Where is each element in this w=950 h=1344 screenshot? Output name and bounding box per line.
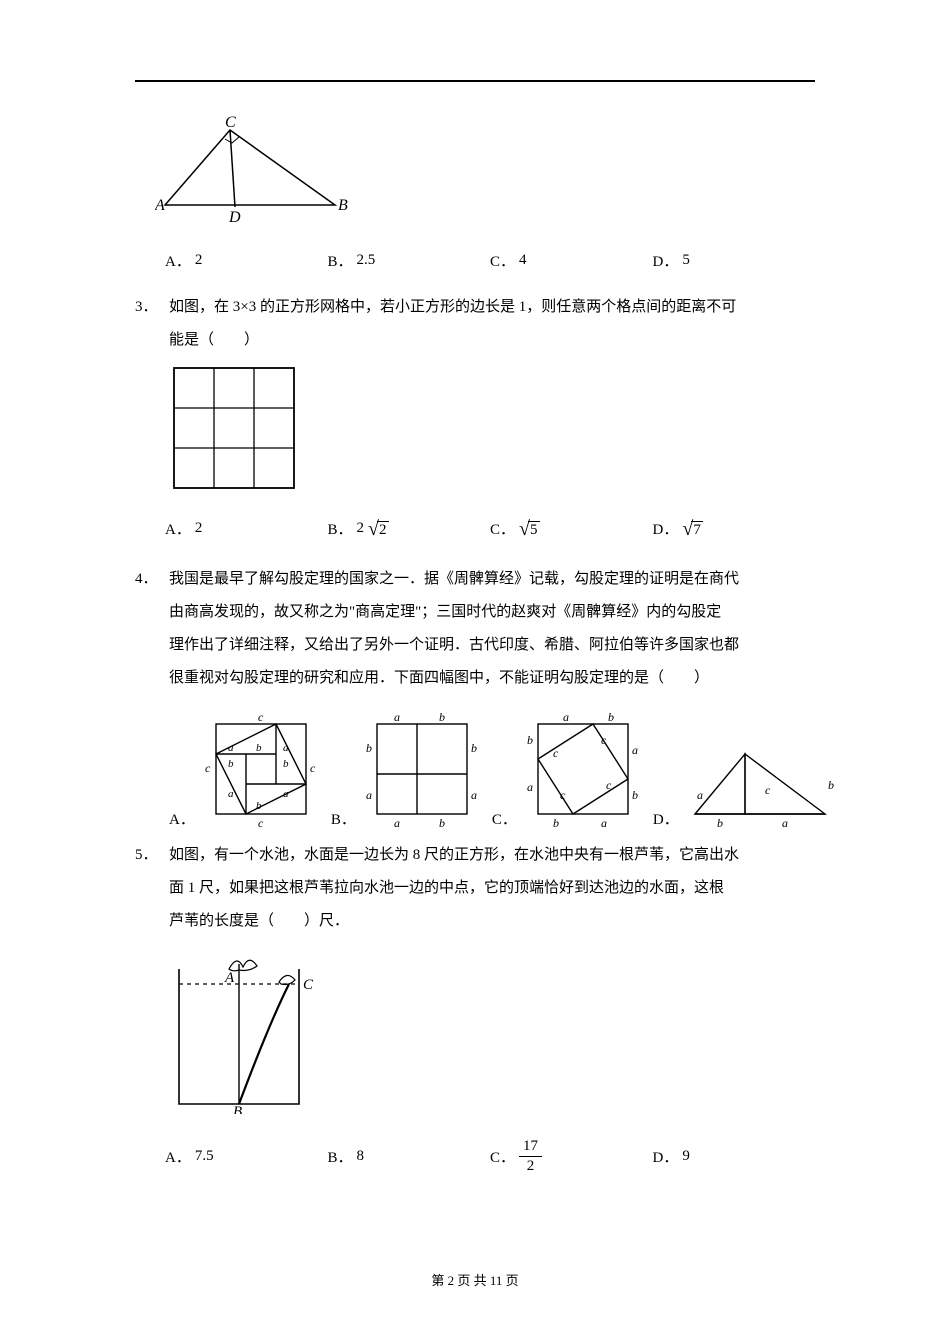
svg-text:a: a: [632, 743, 638, 757]
q2-figure: A B C D: [155, 115, 815, 230]
q5-options: A．7.5 B．8 C．172 D．9: [165, 1139, 815, 1174]
svg-text:a: a: [366, 788, 372, 802]
svg-text:b: b: [717, 816, 723, 829]
svg-text:a: a: [283, 742, 289, 754]
svg-text:c: c: [205, 761, 211, 775]
svg-text:a: a: [283, 788, 289, 800]
label-B: B: [338, 197, 348, 214]
q4-line4: 很重视对勾股定理的研究和应用．下面四幅图中，不能证明勾股定理的是（ ）: [169, 662, 815, 695]
svg-text:c: c: [601, 733, 607, 747]
q4-line1: 我国是最早了解勾股定理的国家之一．据《周髀算经》记载，勾股定理的证明是在商代: [169, 563, 815, 596]
svg-text:b: b: [527, 733, 533, 747]
q4-line2: 由商高发现的，故又称之为"商高定理"；三国时代的赵爽对《周髀算经》内的勾股定: [169, 596, 815, 629]
q4-cell-c[interactable]: C． a b b a b a a b c c c c: [492, 709, 643, 829]
svg-text:c: c: [765, 783, 771, 797]
q3-grid-svg: [169, 363, 299, 493]
q2-triangle-svg: A B C D: [155, 115, 355, 225]
q5-line2: 面 1 尺，如果把这根芦苇拉向水池一边的中点，它的顶端恰好到达池边的水面，这根: [169, 872, 815, 905]
svg-text:b: b: [471, 741, 477, 755]
svg-text:b: b: [439, 710, 445, 724]
svg-text:b: b: [228, 758, 234, 770]
q5-svg: A C B: [169, 944, 319, 1114]
svg-text:b: b: [256, 800, 262, 812]
svg-text:a: a: [697, 788, 703, 802]
svg-text:a: a: [471, 788, 477, 802]
q3-num: 3．: [135, 291, 169, 324]
svg-text:b: b: [366, 741, 372, 755]
q4-svg-b: a b a b b a b a: [362, 709, 482, 829]
svg-text:b: b: [828, 778, 834, 792]
svg-text:b: b: [283, 758, 289, 770]
svg-text:a: a: [601, 816, 607, 829]
page-footer: 第 2 页 共 11 页: [0, 1270, 950, 1289]
svg-text:a: a: [782, 816, 788, 829]
svg-text:c: c: [310, 761, 316, 775]
q4-images: A． c c c c a b: [169, 709, 815, 829]
q3-text-b: 能是（ ）: [169, 324, 815, 357]
q2-opt-a[interactable]: A．2: [165, 250, 328, 271]
q5-opt-a[interactable]: A．7.5: [165, 1146, 328, 1167]
q5-fig-label-C: C: [303, 977, 314, 993]
svg-text:c: c: [560, 788, 566, 802]
q5: 5． 如图，有一个水池，水面是一边长为 8 尺的正方形，在水池中央有一根芦苇，它…: [135, 839, 815, 872]
svg-text:b: b: [608, 710, 614, 724]
page: A B C D A．2 B．2.5 C．4 D．5 3． 如图，在 3×3 的正…: [0, 0, 950, 1344]
svg-text:b: b: [632, 788, 638, 802]
q3-options: A．2 B．2√2 C．√5 D．√7: [165, 518, 815, 539]
svg-text:c: c: [606, 778, 612, 792]
q5-line3: 芦苇的长度是（ ）尺．: [169, 905, 815, 938]
q3-opt-c[interactable]: C．√5: [490, 518, 653, 539]
svg-text:c: c: [553, 746, 559, 760]
q4-cell-a[interactable]: A． c c c c a b: [169, 709, 321, 829]
q4-label-a: A．: [169, 808, 195, 829]
q4-svg-a: c c c c a b a b a b a b: [201, 709, 321, 829]
q5-figure: A C B: [169, 944, 815, 1119]
label-D: D: [228, 209, 241, 225]
svg-text:b: b: [256, 742, 262, 754]
svg-text:a: a: [228, 788, 234, 800]
q3-figure: [169, 363, 815, 498]
svg-text:a: a: [563, 710, 569, 724]
q4-line3: 理作出了详细注释，又给出了另外一个证明．古代印度、希腊、阿拉伯等许多国家也都: [169, 629, 815, 662]
svg-text:c: c: [258, 710, 264, 724]
label-C: C: [225, 115, 236, 131]
q2-opt-b[interactable]: B．2.5: [328, 250, 491, 271]
label-A: A: [155, 197, 165, 214]
q4: 4． 我国是最早了解勾股定理的国家之一．据《周髀算经》记载，勾股定理的证明是在商…: [135, 563, 815, 596]
q3-opt-b[interactable]: B．2√2: [328, 518, 491, 539]
q5-fig-label-A: A: [224, 970, 235, 986]
q3-opt-a[interactable]: A．2: [165, 518, 328, 539]
svg-text:b: b: [553, 816, 559, 829]
q5-opt-b[interactable]: B．8: [328, 1146, 491, 1167]
q4-label-d: D．: [653, 808, 679, 829]
q2-options: A．2 B．2.5 C．4 D．5: [165, 250, 815, 271]
q4-cell-b[interactable]: B． a b a b b a b a: [331, 709, 482, 829]
q4-svg-d: a c b b a: [685, 739, 835, 829]
q4-label-b: B．: [331, 808, 356, 829]
q4-cell-d[interactable]: D． a c b b a: [653, 739, 835, 829]
content: A B C D A．2 B．2.5 C．4 D．5 3． 如图，在 3×3 的正…: [135, 0, 815, 1174]
svg-text:a: a: [527, 780, 533, 794]
q5-line1: 如图，有一个水池，水面是一边长为 8 尺的正方形，在水池中央有一根芦苇，它高出水: [169, 839, 815, 872]
svg-text:c: c: [258, 816, 264, 829]
q5-opt-d[interactable]: D．9: [653, 1146, 816, 1167]
q5-opt-c[interactable]: C．172: [490, 1139, 653, 1174]
top-rule: [135, 80, 815, 82]
q5-num: 5．: [135, 839, 169, 872]
q4-label-c: C．: [492, 808, 517, 829]
q4-num: 4．: [135, 563, 169, 596]
svg-text:b: b: [439, 816, 445, 829]
q3-opt-d[interactable]: D．√7: [653, 518, 816, 539]
q3: 3． 如图，在 3×3 的正方形网格中，若小正方形的边长是 1，则任意两个格点间…: [135, 291, 815, 324]
q2-opt-d[interactable]: D．5: [653, 250, 816, 271]
svg-text:a: a: [394, 816, 400, 829]
q2-opt-c[interactable]: C．4: [490, 250, 653, 271]
q4-svg-c: a b b a b a a b c c c c: [523, 709, 643, 829]
q3-text-a: 如图，在 3×3 的正方形网格中，若小正方形的边长是 1，则任意两个格点间的距离…: [169, 291, 815, 324]
svg-text:a: a: [228, 742, 234, 754]
svg-text:a: a: [394, 710, 400, 724]
q5-fig-label-B: B: [233, 1104, 242, 1114]
